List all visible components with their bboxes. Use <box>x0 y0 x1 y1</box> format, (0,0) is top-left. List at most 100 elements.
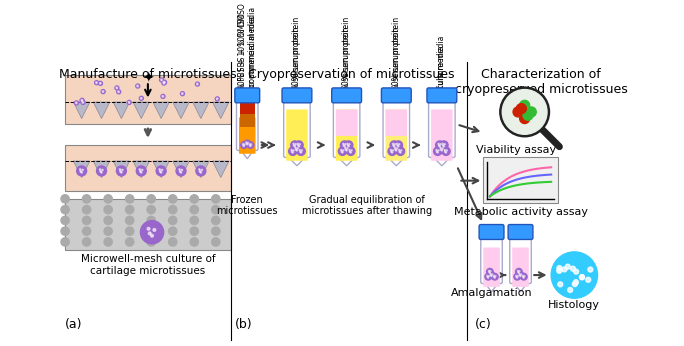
Circle shape <box>168 238 177 246</box>
Circle shape <box>298 146 300 147</box>
Bar <box>65 199 231 250</box>
Circle shape <box>488 272 495 279</box>
Circle shape <box>126 195 134 203</box>
Circle shape <box>521 274 522 275</box>
Circle shape <box>298 145 299 146</box>
Circle shape <box>150 234 153 237</box>
FancyBboxPatch shape <box>479 225 504 239</box>
Circle shape <box>243 144 244 145</box>
Circle shape <box>520 100 529 110</box>
Circle shape <box>126 227 134 235</box>
Circle shape <box>444 144 445 145</box>
Circle shape <box>574 269 579 274</box>
FancyBboxPatch shape <box>431 109 453 161</box>
Circle shape <box>493 275 495 276</box>
Circle shape <box>492 273 498 280</box>
Circle shape <box>445 151 446 152</box>
Circle shape <box>442 143 443 144</box>
Circle shape <box>98 81 103 85</box>
Circle shape <box>140 96 144 100</box>
Circle shape <box>159 169 160 170</box>
Circle shape <box>438 143 439 144</box>
Circle shape <box>350 152 352 153</box>
Circle shape <box>199 169 200 170</box>
Text: 50% serum protein: 50% serum protein <box>342 26 351 100</box>
Circle shape <box>434 147 442 155</box>
Circle shape <box>289 147 297 155</box>
Polygon shape <box>193 161 209 177</box>
Circle shape <box>244 140 250 147</box>
Bar <box>240 115 254 127</box>
Circle shape <box>347 145 348 146</box>
Text: Viability assay: Viability assay <box>476 145 556 155</box>
Circle shape <box>343 150 344 151</box>
Circle shape <box>488 270 489 271</box>
Circle shape <box>147 238 155 246</box>
Text: Amalgamation: Amalgamation <box>451 288 532 298</box>
Circle shape <box>293 145 301 153</box>
Circle shape <box>343 145 351 153</box>
Circle shape <box>135 84 140 88</box>
Circle shape <box>101 90 105 93</box>
Circle shape <box>347 143 348 144</box>
Text: (a): (a) <box>65 318 83 331</box>
FancyBboxPatch shape <box>512 247 529 287</box>
Circle shape <box>147 206 155 214</box>
Circle shape <box>345 144 346 145</box>
Polygon shape <box>73 102 90 119</box>
FancyBboxPatch shape <box>481 235 502 283</box>
Circle shape <box>296 150 298 151</box>
Circle shape <box>398 146 399 147</box>
Circle shape <box>291 141 299 149</box>
Circle shape <box>94 81 98 85</box>
Circle shape <box>168 195 177 203</box>
Polygon shape <box>386 156 406 166</box>
FancyBboxPatch shape <box>510 235 531 283</box>
Circle shape <box>399 151 400 152</box>
Circle shape <box>586 277 591 282</box>
Circle shape <box>349 149 350 151</box>
FancyBboxPatch shape <box>336 109 357 136</box>
Circle shape <box>523 110 533 120</box>
Bar <box>484 157 557 203</box>
Circle shape <box>215 97 220 101</box>
Circle shape <box>441 150 443 151</box>
Circle shape <box>351 150 352 151</box>
Circle shape <box>520 113 529 124</box>
Circle shape <box>295 144 296 145</box>
Circle shape <box>339 147 347 155</box>
FancyBboxPatch shape <box>336 109 357 161</box>
Circle shape <box>295 149 297 150</box>
Circle shape <box>190 216 198 225</box>
Circle shape <box>391 151 392 152</box>
Circle shape <box>490 271 491 272</box>
Circle shape <box>517 277 518 278</box>
Text: (c): (c) <box>475 318 492 331</box>
Text: Culture media: Culture media <box>437 45 447 100</box>
Circle shape <box>551 252 598 298</box>
Polygon shape <box>173 161 189 177</box>
Text: Gradual equilibration of
microtissues after thawing: Gradual equilibration of microtissues af… <box>302 195 432 216</box>
Circle shape <box>573 280 579 285</box>
Circle shape <box>80 171 81 172</box>
Circle shape <box>249 144 250 145</box>
Text: Metabolic activity assay: Metabolic activity assay <box>453 207 588 217</box>
Circle shape <box>81 100 85 104</box>
Text: Histology: Histology <box>549 300 601 310</box>
Circle shape <box>190 238 198 246</box>
Circle shape <box>211 227 220 235</box>
Text: 90% FBS + 10% DMSO
or commercial media: 90% FBS + 10% DMSO or commercial media <box>237 13 257 100</box>
FancyBboxPatch shape <box>508 225 533 239</box>
Circle shape <box>201 169 202 171</box>
Circle shape <box>394 146 395 147</box>
Circle shape <box>513 107 523 117</box>
Circle shape <box>156 166 166 176</box>
Circle shape <box>162 81 166 85</box>
Polygon shape <box>213 161 229 177</box>
Text: Culture media: Culture media <box>437 36 447 90</box>
Polygon shape <box>240 149 254 159</box>
Circle shape <box>392 145 400 153</box>
Circle shape <box>153 229 156 231</box>
Text: Manufacture of microtissues: Manufacture of microtissues <box>59 68 237 81</box>
FancyBboxPatch shape <box>282 88 312 103</box>
